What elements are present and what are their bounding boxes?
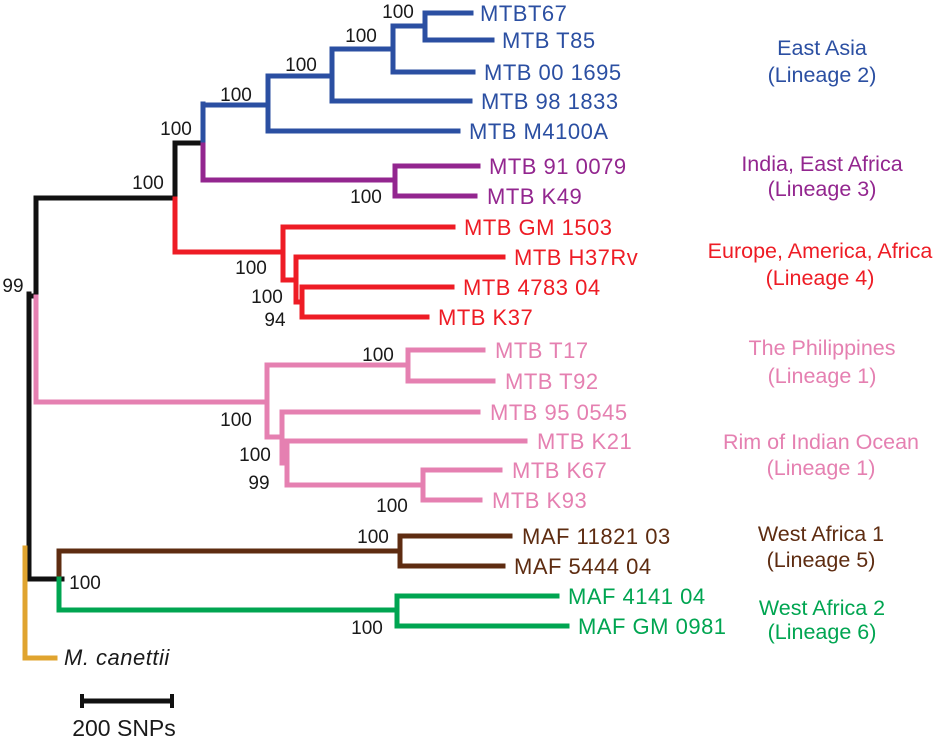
region-label-east-asia: East Asia bbox=[777, 36, 867, 60]
bootstrap-value: 100 bbox=[220, 85, 252, 106]
bootstrap-value: 100 bbox=[220, 410, 252, 431]
taxon-label-mtb-98-1833: MTB 98 1833 bbox=[481, 89, 619, 114]
bootstrap-value: 100 bbox=[239, 445, 271, 466]
bootstrap-value: 100 bbox=[132, 173, 164, 194]
region-label-the-philippines: The Philippines bbox=[748, 336, 895, 360]
taxon-label-maf-gm-0981: MAF GM 0981 bbox=[578, 614, 727, 639]
region-lineage-rim-of-indian-ocean: (Lineage 1) bbox=[767, 456, 876, 480]
taxon-label-mtb-95-0545: MTB 95 0545 bbox=[490, 400, 628, 425]
region-lineage-the-philippines: (Lineage 1) bbox=[768, 364, 877, 388]
bootstrap-value: 100 bbox=[345, 26, 377, 47]
region-lineage-east-asia: (Lineage 2) bbox=[768, 63, 877, 87]
region-label-india-east-africa: India, East Africa bbox=[741, 152, 902, 176]
taxon-label-mtb-91-0079: MTB 91 0079 bbox=[489, 154, 627, 179]
region-label-europe-america-africa: Europe, America, Africa bbox=[708, 239, 933, 263]
taxon-label-mtb-t92: MTB T92 bbox=[505, 369, 599, 394]
taxon-label-mtb-m4100a: MTB M4100A bbox=[469, 119, 609, 144]
bootstrap-value: 100 bbox=[376, 496, 408, 517]
scale-bar-label: 200 SNPs bbox=[72, 715, 176, 741]
bootstrap-value: 100 bbox=[251, 287, 283, 308]
bootstrap-value: 99 bbox=[2, 276, 23, 297]
taxon-label-mtb-k93: MTB K93 bbox=[492, 488, 587, 513]
taxon-label-mtb-k37: MTB K37 bbox=[438, 305, 533, 330]
bootstrap-value: 100 bbox=[382, 2, 414, 23]
bootstrap-value: 100 bbox=[235, 258, 267, 279]
bootstrap-value: 100 bbox=[160, 119, 192, 140]
taxon-label-mtb-t85: MTB T85 bbox=[502, 28, 596, 53]
taxon-label-maf-5444-04: MAF 5444 04 bbox=[514, 554, 652, 579]
region-lineage-west-africa-1: (Lineage 5) bbox=[767, 548, 876, 572]
bootstrap-value: 94 bbox=[264, 310, 286, 331]
bootstrap-value: 100 bbox=[357, 527, 389, 548]
taxon-label-mtb-k67: MTB K67 bbox=[512, 458, 607, 483]
taxon-label-maf-4141-04: MAF 4141 04 bbox=[568, 584, 706, 609]
bootstrap-value: 100 bbox=[69, 573, 101, 594]
tree-branches bbox=[22, 10, 570, 661]
region-label-rim-of-indian-ocean: Rim of Indian Ocean bbox=[723, 430, 919, 454]
taxon-label-mtb-t17: MTB T17 bbox=[495, 338, 589, 363]
taxon-label-mtb-k21: MTB K21 bbox=[537, 429, 632, 454]
scale-bar bbox=[80, 694, 174, 708]
taxon-label-maf-11821-03: MAF 11821 03 bbox=[522, 524, 671, 549]
taxon-label-mtb-h37rv: MTB H37Rv bbox=[514, 245, 638, 270]
outgroup-label: M. canettii bbox=[64, 645, 170, 670]
region-label-west-africa-1: West Africa 1 bbox=[758, 522, 884, 546]
taxon-label-mtbt67: MTBT67 bbox=[480, 1, 567, 26]
bootstrap-value: 100 bbox=[362, 345, 394, 366]
bootstrap-value: 100 bbox=[351, 618, 383, 639]
taxon-label-mtb-gm-1503: MTB GM 1503 bbox=[464, 215, 613, 240]
taxon-label-mtb-4783-04: MTB 4783 04 bbox=[463, 275, 601, 300]
region-label-west-africa-2: West Africa 2 bbox=[759, 596, 885, 620]
region-lineage-europe-america-africa: (Lineage 4) bbox=[766, 266, 875, 290]
taxon-label-mtb-00-1695: MTB 00 1695 bbox=[484, 60, 622, 85]
bootstrap-value: 100 bbox=[285, 55, 317, 76]
region-lineage-india-east-africa: (Lineage 3) bbox=[768, 177, 877, 201]
region-lineage-west-africa-2: (Lineage 6) bbox=[768, 620, 877, 644]
bootstrap-value: 99 bbox=[248, 473, 269, 494]
bootstrap-value: 100 bbox=[350, 187, 382, 208]
taxon-label-mtb-k49: MTB K49 bbox=[487, 184, 582, 209]
